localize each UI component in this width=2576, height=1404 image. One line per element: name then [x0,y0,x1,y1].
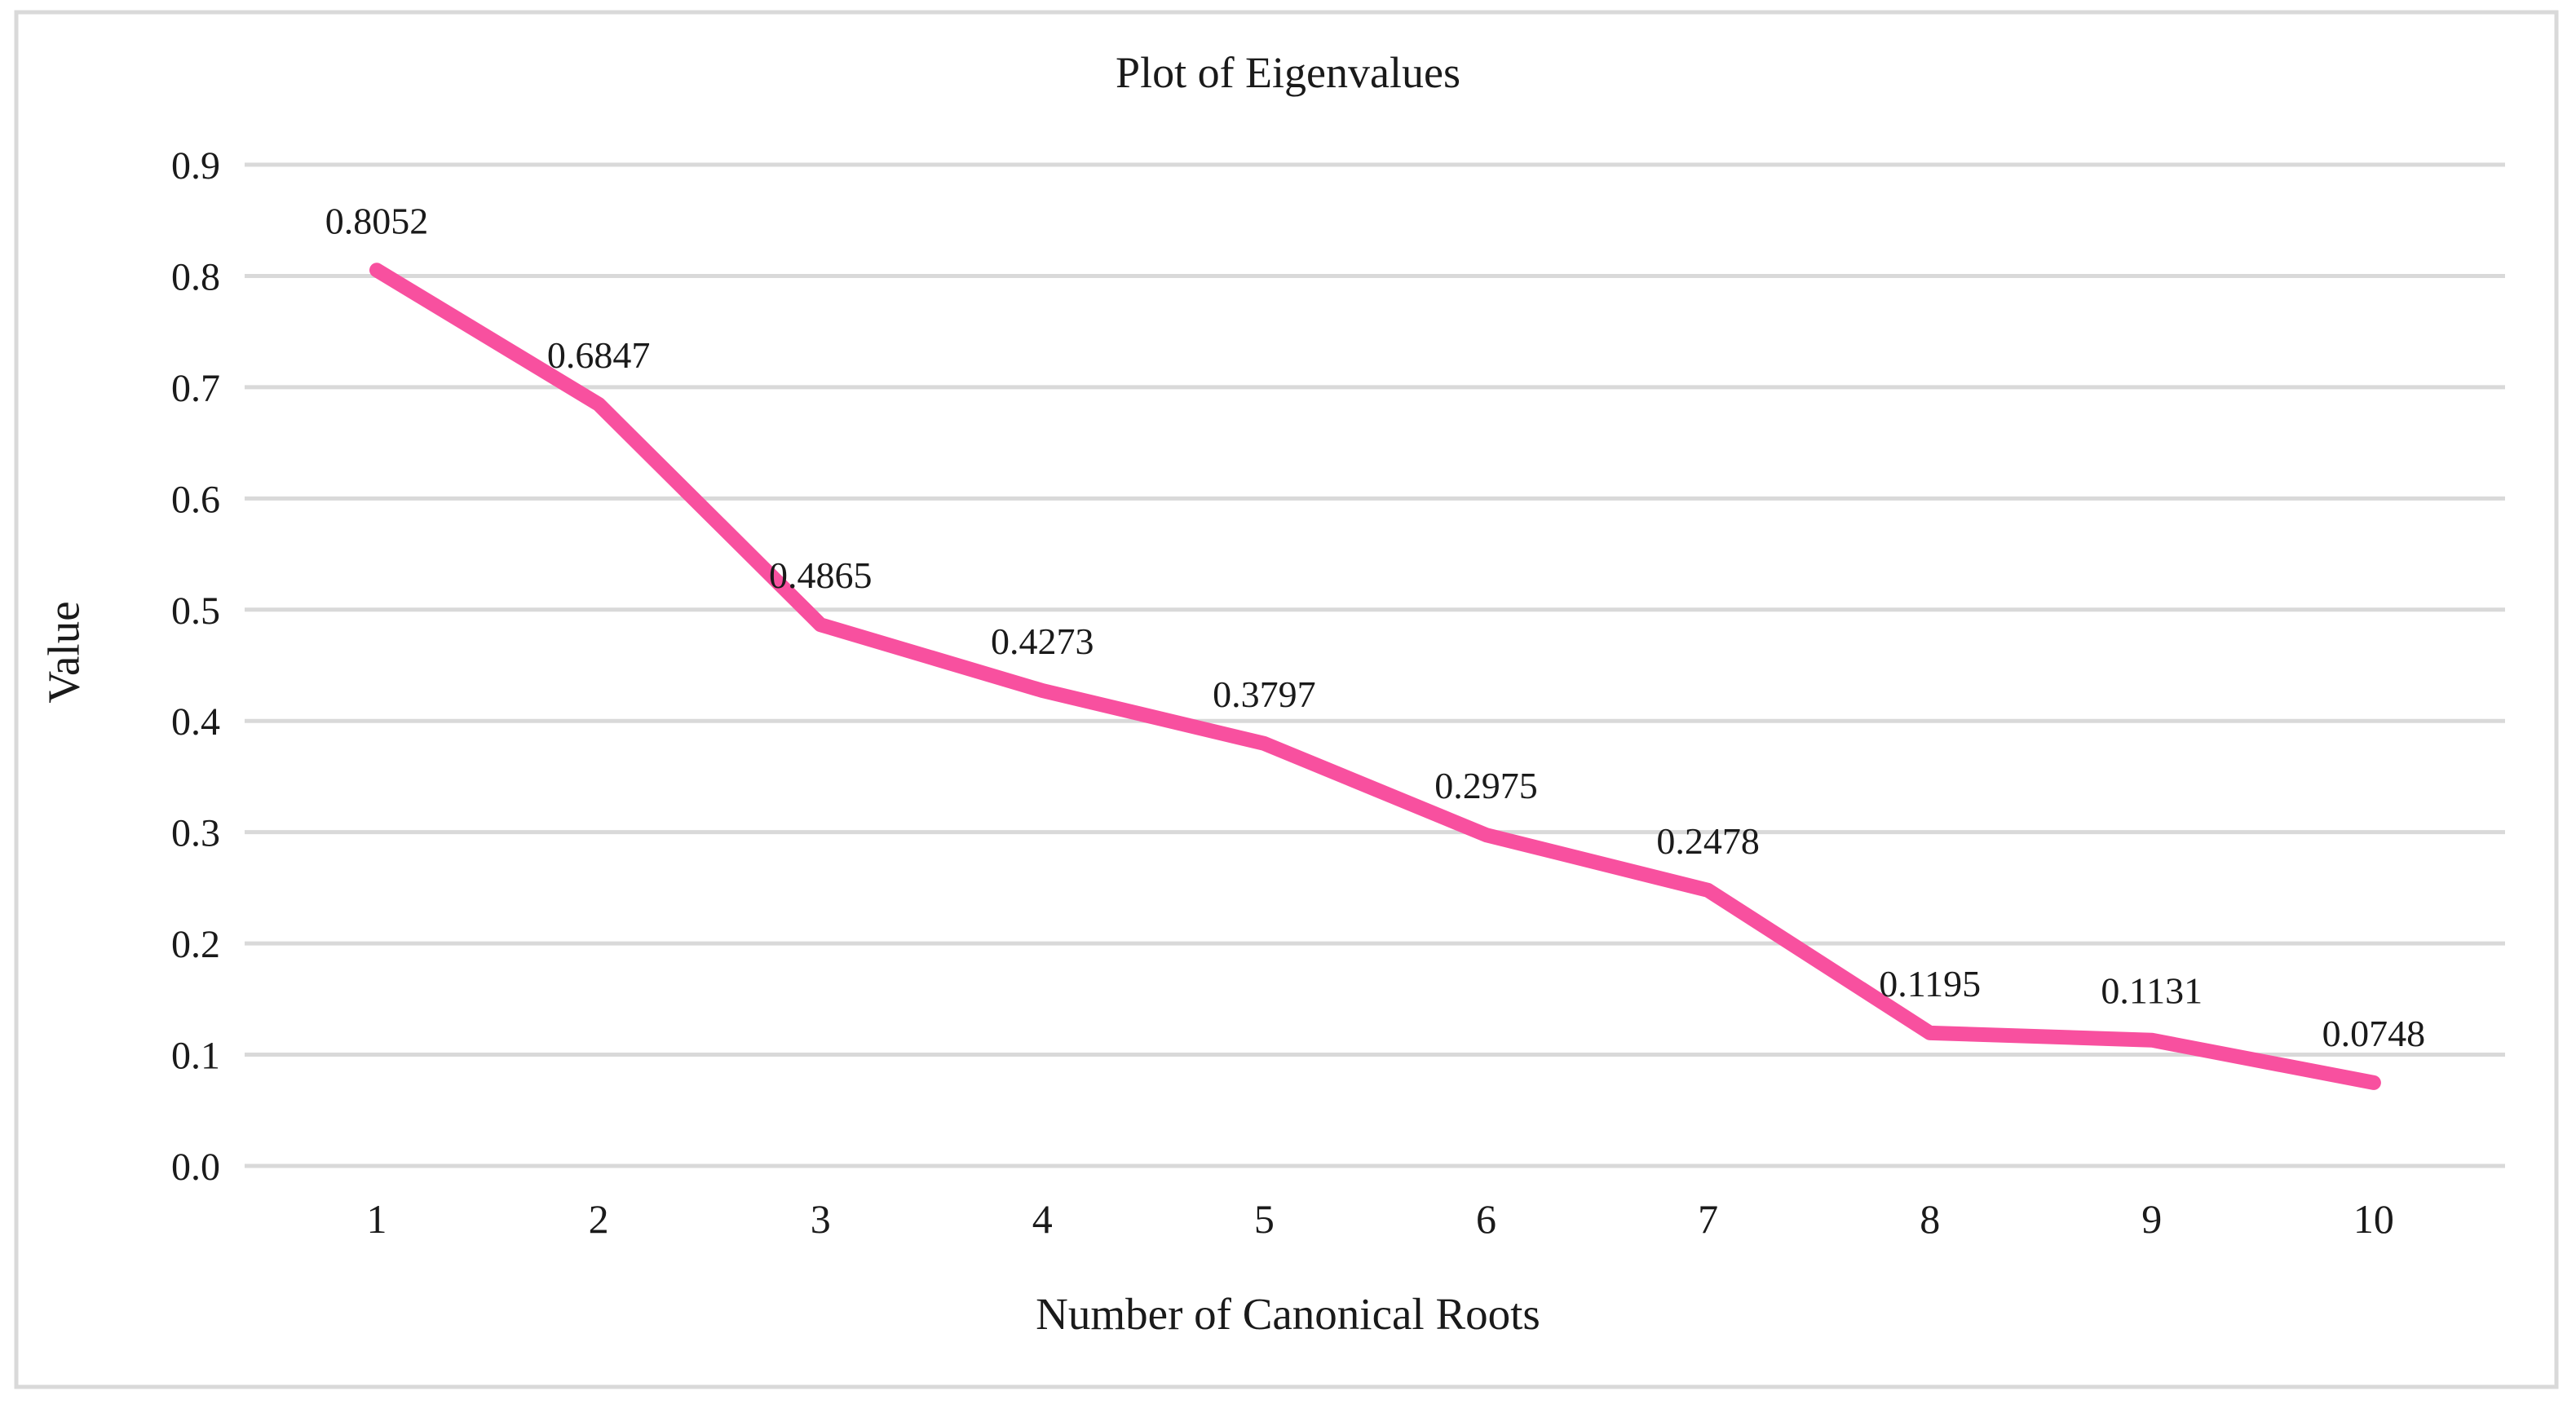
x-tick-label: 6 [1476,1196,1496,1242]
y-tick-label: 0.4 [171,700,220,744]
data-label: 0.8052 [325,200,429,241]
data-label: 0.4865 [769,554,873,596]
data-label: 0.2478 [1656,820,1760,862]
data-label: 0.4273 [991,620,1094,662]
eigenvalues-series-line [369,263,2381,1090]
data-label: 0.1195 [1879,963,1981,1004]
y-tick-label: 0.9 [171,144,220,188]
chart-title: Plot of Eigenvalues [1116,48,1460,97]
data-label: 0.0748 [2322,1013,2426,1054]
y-tick-label: 0.3 [171,812,220,855]
y-tick-label: 0.5 [171,589,220,633]
data-label: 0.3797 [1213,673,1316,715]
x-tick-label: 8 [1920,1196,1940,1242]
data-label: 0.2975 [1434,765,1538,806]
y-axis-title: Value [38,601,89,704]
x-tick-label: 7 [1698,1196,1718,1242]
x-tick-label: 9 [2141,1196,2162,1242]
y-tick-label: 0.6 [171,478,220,521]
x-tick-label: 3 [811,1196,831,1242]
x-tick-label: 10 [2353,1196,2394,1242]
y-tick-label: 0.7 [171,367,220,410]
y-tick-label: 0.1 [171,1035,220,1078]
data-label: 0.6847 [547,334,651,376]
x-tick-label: 2 [589,1196,609,1242]
data-label: 0.1131 [2101,970,2203,1012]
x-tick-label: 1 [367,1196,387,1242]
chart-border [14,10,2559,1389]
x-tick-label: 4 [1032,1196,1053,1242]
y-tick-label: 0.2 [171,923,220,966]
y-tick-label: 0.8 [171,255,220,298]
x-tick-label: 5 [1254,1196,1275,1242]
y-tick-label: 0.0 [171,1146,220,1189]
x-axis-title: Number of Canonical Roots [1036,1289,1540,1339]
